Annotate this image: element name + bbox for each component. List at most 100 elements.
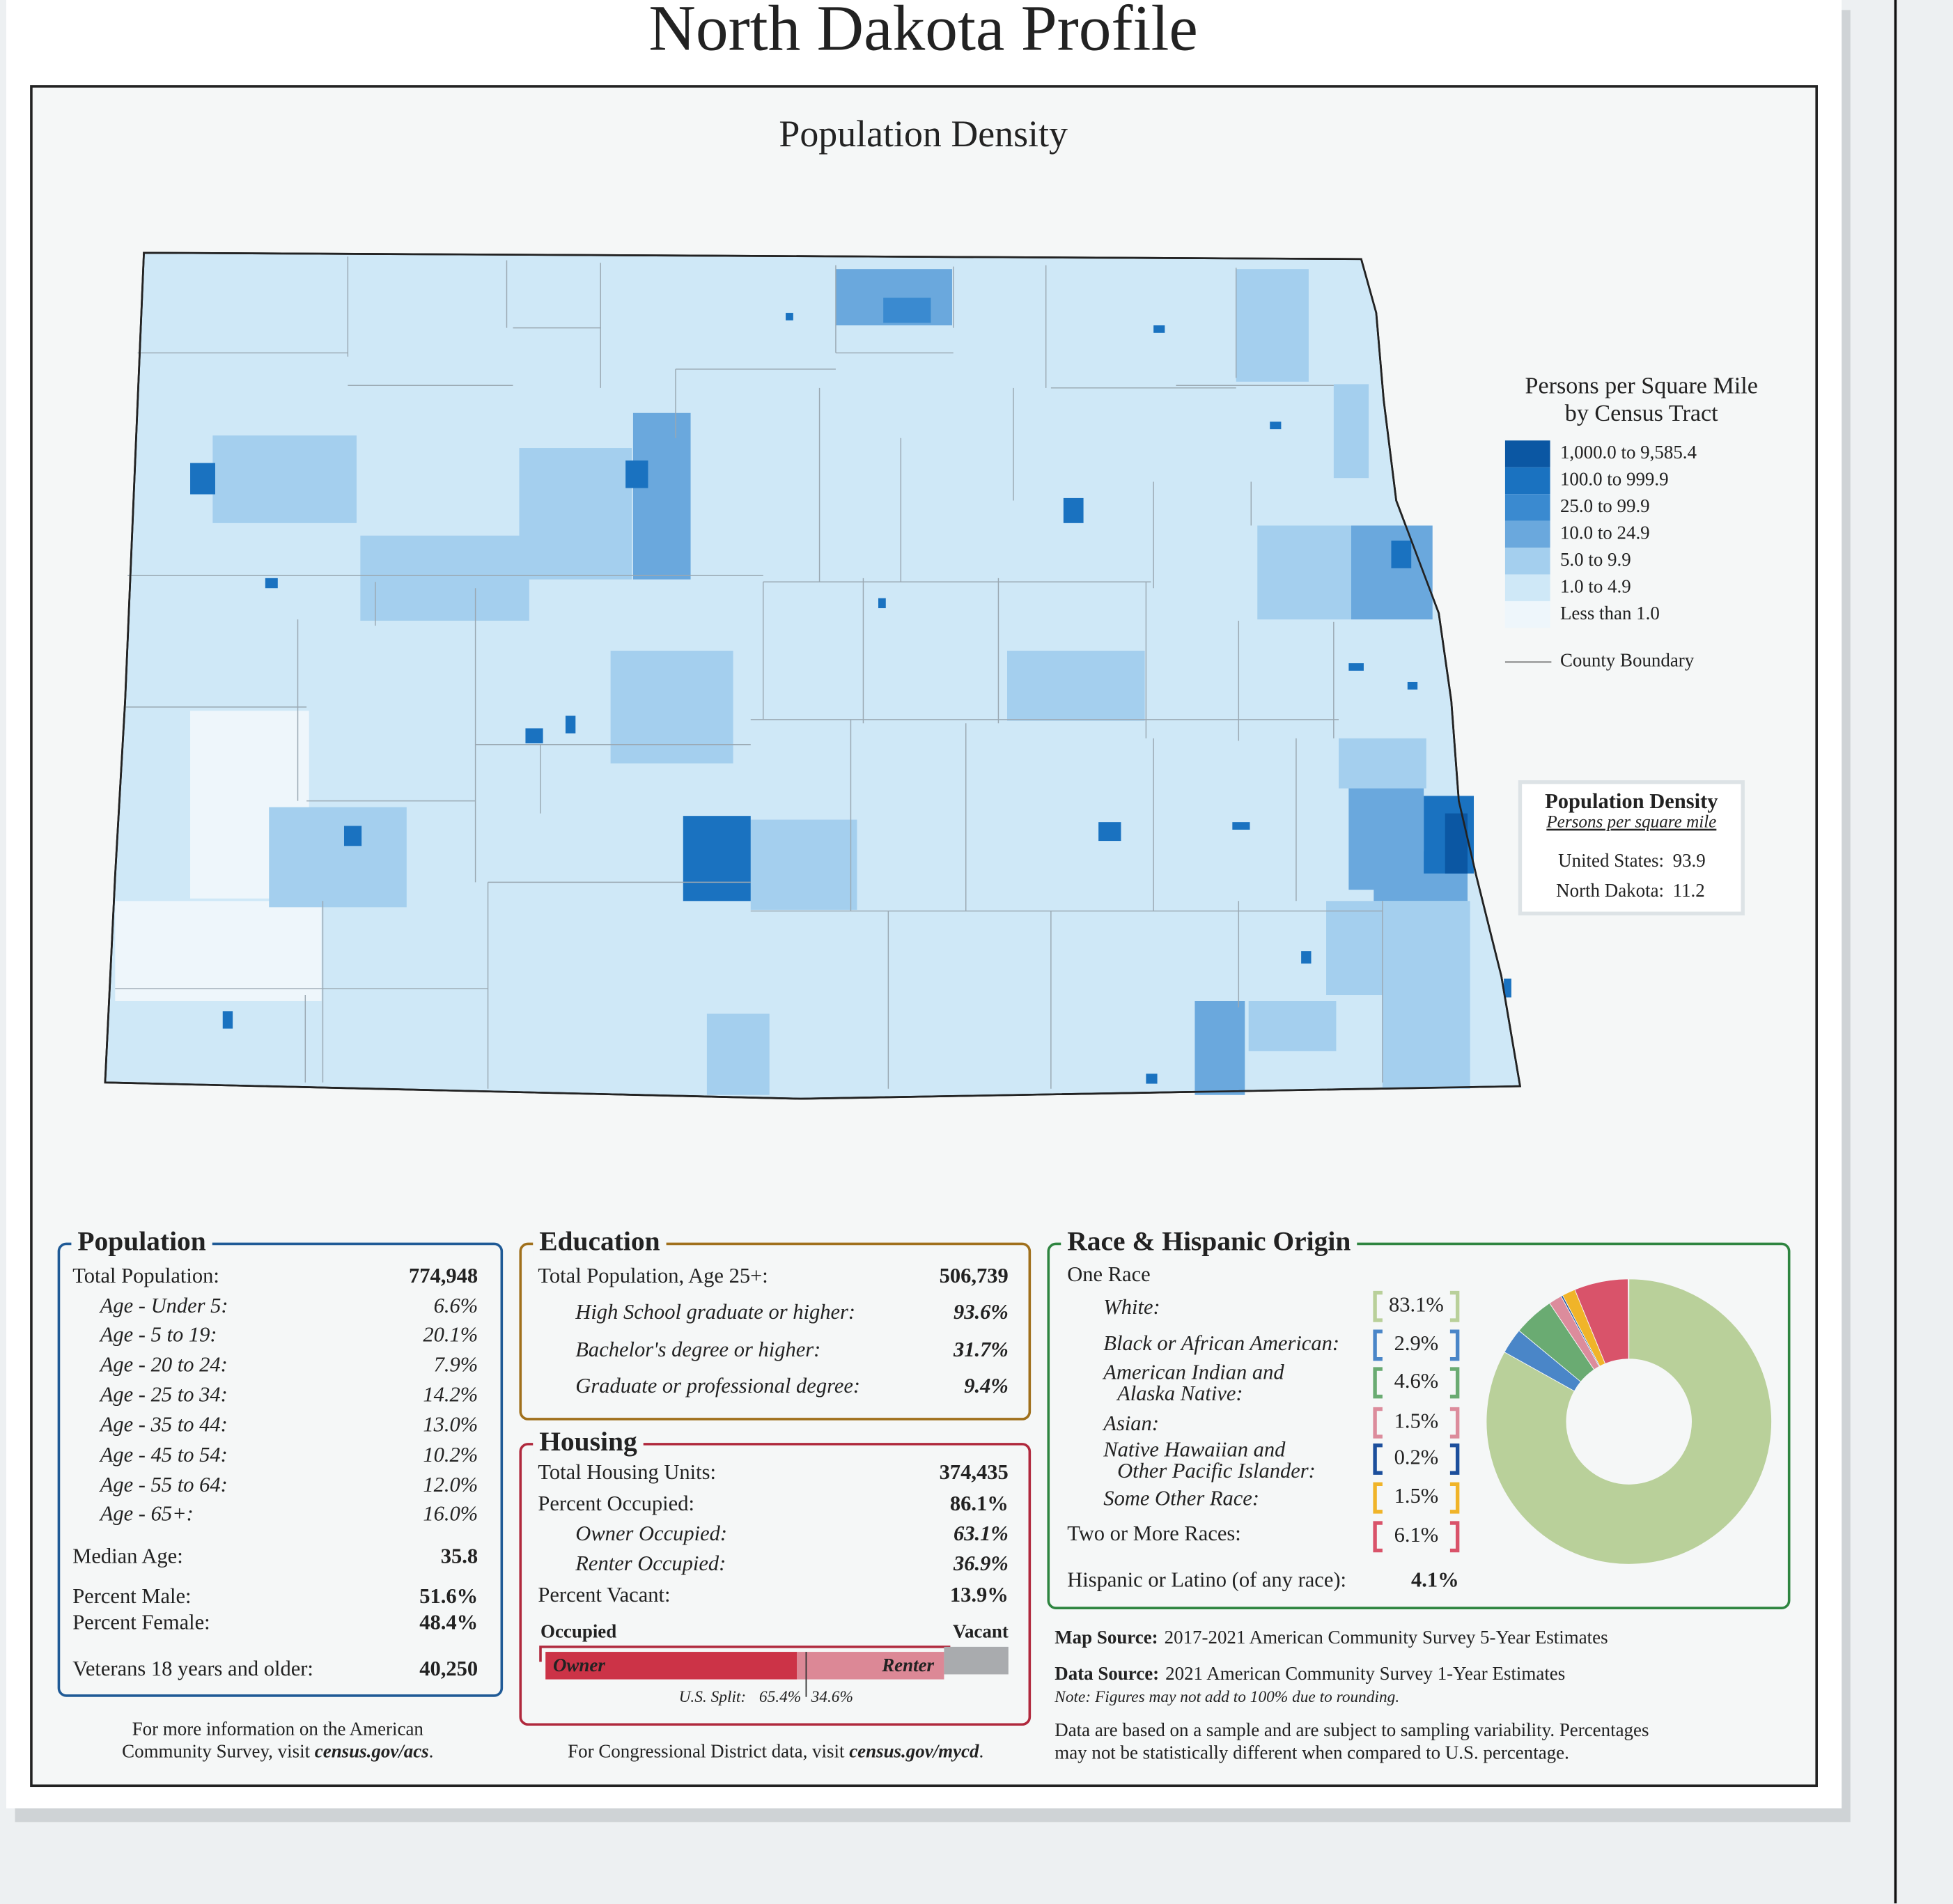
county-boundary [675, 369, 1252, 589]
legend-swatch [1504, 548, 1550, 575]
acs-link: census.gov/acs [315, 1741, 429, 1762]
source-text: 2021 American Community Survey 1-Year Es… [1165, 1663, 1565, 1684]
panel-frame [519, 1242, 1032, 1421]
density-label: North Dakota: [1556, 880, 1664, 901]
education-value: 31.7% [953, 1338, 1009, 1361]
population-value: 14.2% [423, 1383, 478, 1407]
source-label: Data Source: [1055, 1663, 1159, 1684]
source-note: Note: Figures may not add to 100% due to… [1054, 1688, 1399, 1706]
legend-swatch [1504, 440, 1550, 467]
population-value: 13.0% [423, 1413, 478, 1437]
cd-text: For Congressional District data, visit [568, 1741, 849, 1762]
population-label: Age - 45 to 54: [99, 1443, 228, 1466]
census-tract-area [632, 412, 691, 580]
housing-label: Percent Vacant: [538, 1583, 670, 1607]
panel-frame [519, 1443, 1032, 1726]
census-tract-area [212, 435, 357, 523]
census-tract-area [610, 651, 733, 764]
urban-tract [883, 297, 931, 323]
vacant-label: Vacant [953, 1620, 1009, 1641]
legend-swatch [1504, 467, 1550, 495]
race-label: Native Hawaiian and [1103, 1438, 1286, 1462]
urban-tract [1098, 822, 1121, 842]
density-value: 11.2 [1673, 880, 1705, 901]
population-value: 40,250 [419, 1657, 478, 1680]
race-bracket [1373, 1290, 1460, 1322]
urban-tract [1301, 951, 1312, 964]
panel-title: Education [539, 1226, 660, 1257]
legend-swatch [1504, 601, 1550, 628]
donut-segment [1486, 1278, 1772, 1565]
population-value: 10.2% [423, 1443, 478, 1466]
us-split-prefix: U.S. Split: [679, 1688, 747, 1706]
disclaimer: may not be statistically different when … [1055, 1742, 1569, 1763]
census-tract-area [1326, 901, 1389, 996]
cd-footer: For Congressional District data, visit c… [568, 1741, 983, 1762]
population-label: Total Population: [72, 1264, 219, 1287]
density-label: United States: [1558, 850, 1664, 871]
panel-title: Race & Hispanic Origin [1067, 1226, 1351, 1257]
hispanic-label: Hispanic or Latino (of any race): [1067, 1568, 1346, 1591]
housing-value: 86.1% [950, 1492, 1009, 1515]
urban-tract [1391, 540, 1412, 568]
housing-label: Renter Occupied: [575, 1551, 726, 1575]
urban-tract [625, 460, 648, 488]
population-label: Age - 35 to 44: [99, 1413, 228, 1437]
race-label: White: [1103, 1295, 1160, 1319]
renter-label: Renter [881, 1655, 934, 1675]
urban-tract [222, 1011, 233, 1029]
cd-end: . [979, 1741, 983, 1762]
source-line: Data Source: 2021 American Community Surv… [1055, 1663, 1565, 1684]
census-tract-area [269, 807, 407, 908]
urban-tract [1504, 978, 1511, 998]
census-tract-area [1333, 384, 1369, 479]
census-tract-area [360, 535, 529, 621]
housing-value: 36.9% [953, 1551, 1009, 1575]
acs-footer: For more information on the American [132, 1718, 424, 1739]
legend-swatch [1504, 520, 1550, 548]
urban-tract [1153, 325, 1165, 333]
race-bracket [1373, 1521, 1460, 1553]
urban-tract [683, 816, 751, 901]
urban-tract [265, 578, 278, 589]
race-label: Black or African American: [1103, 1331, 1339, 1355]
race-value: 2.9% [1394, 1331, 1439, 1355]
map-title: Population Density [779, 113, 1068, 155]
legend-boundary-label: County Boundary [1560, 649, 1695, 670]
panel-title-bg [1061, 1228, 1357, 1260]
panel-frame [1047, 1242, 1791, 1609]
urban-tract [1270, 421, 1282, 430]
population-value: 774,948 [409, 1264, 478, 1287]
race-label: Some Other Race: [1103, 1487, 1259, 1510]
race-value: 6.1% [1394, 1523, 1439, 1547]
race-value: 0.2% [1394, 1445, 1439, 1469]
density-subtitle: Persons per square mile [1546, 813, 1716, 832]
urban-tract [1348, 663, 1364, 671]
race-value: 83.1% [1389, 1292, 1444, 1316]
population-value: 20.1% [423, 1322, 478, 1346]
population-label: Age - 5 to 19: [99, 1322, 217, 1346]
legend-label: 100.0 to 999.9 [1560, 469, 1669, 490]
panel-title-bg [533, 1429, 644, 1460]
education-value: 506,739 [940, 1264, 1009, 1287]
urban-tract [878, 598, 886, 608]
cd-link: census.gov/mycd [849, 1741, 979, 1762]
panel-title-bg [71, 1228, 212, 1260]
population-value: 48.4% [419, 1611, 478, 1634]
population-label: Age - 65+: [99, 1501, 194, 1525]
disclaimer: Data are based on a sample and are subje… [1055, 1719, 1649, 1740]
one-race-label: One Race [1067, 1262, 1150, 1286]
race-bracket [1373, 1482, 1460, 1514]
legend-title: by Census Tract [1565, 401, 1718, 426]
population-label: Age - 20 to 24: [99, 1353, 228, 1377]
population-label: Percent Male: [72, 1584, 191, 1608]
us-split-renter: 34.6% [811, 1688, 853, 1706]
census-tract-area [1257, 525, 1351, 620]
legend-label: 1.0 to 4.9 [1560, 575, 1631, 596]
race-label: Alaska Native: [1116, 1381, 1243, 1405]
acs-end: . [429, 1741, 434, 1762]
source-text: 2017-2021 American Community Survey 5-Ye… [1165, 1627, 1608, 1648]
density-box [1518, 780, 1745, 915]
